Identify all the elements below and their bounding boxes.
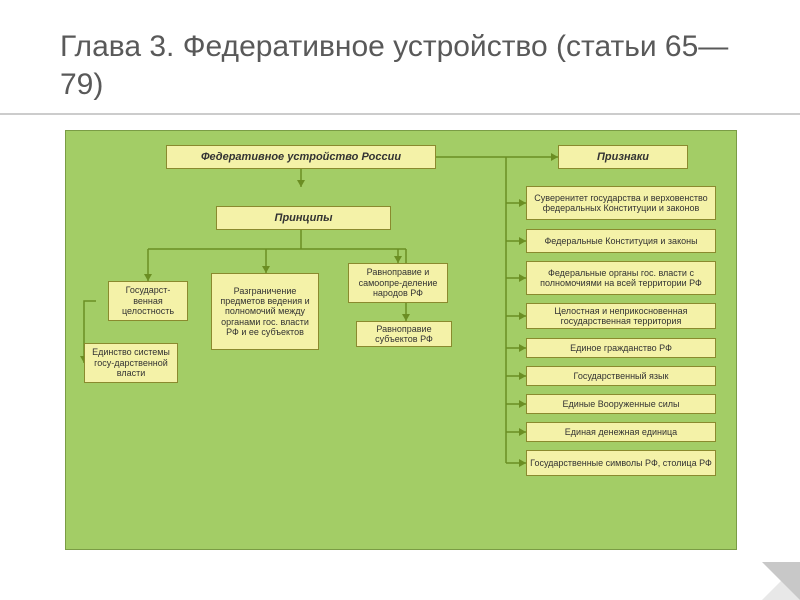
diagram-canvas: Федеративное устройство России Признаки Пр… bbox=[65, 130, 737, 550]
box-f6: Государственный язык bbox=[526, 366, 716, 386]
box-p5: Равноправие субъектов РФ bbox=[356, 321, 452, 347]
box-f3: Федеральные органы гос. власти с полномо… bbox=[526, 261, 716, 295]
box-p4: Равноправие и самоопре-деление народов Р… bbox=[348, 263, 448, 303]
slide-title-area: Глава 3. Федеративное устройство (статьи… bbox=[0, 0, 800, 115]
page-corner-fold bbox=[762, 562, 800, 600]
box-f5: Единое гражданство РФ bbox=[526, 338, 716, 358]
box-p2: Единство системы госу-дарственной власти bbox=[84, 343, 178, 383]
box-f7: Единые Вооруженные силы bbox=[526, 394, 716, 414]
box-p3: Разграничение предметов ведения и полном… bbox=[211, 273, 319, 350]
box-f4: Целостная и неприкосновенная государстве… bbox=[526, 303, 716, 329]
box-p1: Государст-венная целостность bbox=[108, 281, 188, 321]
box-f1: Суверенитет государства и верховенство ф… bbox=[526, 186, 716, 220]
box-f9: Государственные символы РФ, столица РФ bbox=[526, 450, 716, 476]
box-f2: Федеральные Конституция и законы bbox=[526, 229, 716, 253]
box-f8: Единая денежная единица bbox=[526, 422, 716, 442]
slide-title: Глава 3. Федеративное устройство (статьи… bbox=[60, 28, 760, 103]
box-principles: Принципы bbox=[216, 206, 391, 230]
box-features: Признаки bbox=[558, 145, 688, 169]
box-main: Федеративное устройство России bbox=[166, 145, 436, 169]
